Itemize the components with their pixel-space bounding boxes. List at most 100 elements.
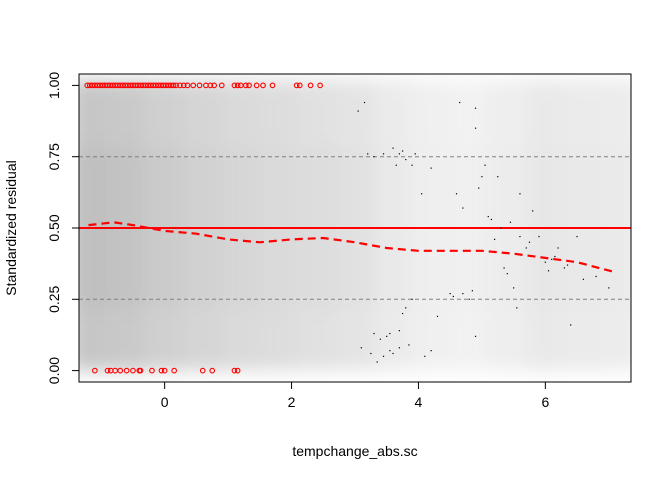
data-point bbox=[401, 150, 404, 152]
data-point bbox=[544, 261, 546, 263]
outlier-point bbox=[173, 82, 179, 89]
data-point bbox=[389, 350, 391, 352]
data-point bbox=[373, 156, 375, 158]
density-cell bbox=[335, 79, 375, 149]
data-point bbox=[401, 312, 404, 315]
density-cell bbox=[602, 79, 631, 149]
data-point bbox=[528, 241, 531, 243]
outlier-point bbox=[260, 82, 266, 89]
outlier-point bbox=[117, 367, 124, 374]
data-point bbox=[468, 298, 470, 300]
density-cell bbox=[297, 79, 336, 149]
density-cell bbox=[488, 79, 527, 149]
outlier-point bbox=[137, 367, 144, 374]
data-point bbox=[474, 107, 477, 109]
data-point bbox=[497, 176, 499, 178]
reference-lines bbox=[79, 156, 631, 300]
data-point bbox=[474, 335, 477, 337]
outlier-point bbox=[184, 82, 191, 89]
outlier-markers bbox=[84, 82, 323, 374]
data-point bbox=[532, 210, 534, 212]
outlier-point bbox=[317, 82, 323, 89]
density-cell bbox=[107, 307, 146, 371]
data-point bbox=[595, 275, 597, 278]
outlier-point bbox=[246, 82, 252, 89]
data-point bbox=[382, 153, 385, 155]
density-cell bbox=[107, 79, 146, 149]
density-cell bbox=[221, 79, 260, 149]
density-cell bbox=[183, 79, 222, 149]
y-tick-label: 0.00 bbox=[46, 357, 62, 384]
outlier-point bbox=[171, 367, 178, 374]
density-background bbox=[79, 79, 631, 371]
data-point bbox=[484, 164, 486, 166]
density-cell bbox=[450, 79, 489, 149]
density-cell bbox=[412, 79, 451, 149]
data-point bbox=[398, 347, 401, 349]
y-axis: 0.00 0.25 0.50 0.75 1.00 bbox=[46, 72, 80, 384]
data-point bbox=[525, 247, 527, 249]
x-tick-label: 0 bbox=[161, 394, 169, 410]
data-point bbox=[554, 255, 556, 258]
data-point bbox=[478, 187, 480, 189]
data-point bbox=[408, 344, 410, 346]
data-point bbox=[363, 101, 366, 104]
data-point bbox=[392, 352, 394, 355]
outlier-point bbox=[218, 82, 225, 89]
data-point bbox=[462, 207, 464, 209]
data-point bbox=[519, 193, 521, 195]
data-point bbox=[430, 167, 432, 169]
data-point bbox=[547, 270, 550, 272]
data-point bbox=[513, 287, 515, 289]
y-axis-label: Standardized residual bbox=[3, 160, 19, 295]
data-point bbox=[563, 267, 565, 269]
data-point bbox=[608, 287, 610, 289]
outlier-point bbox=[209, 367, 216, 374]
density-cell bbox=[412, 307, 451, 371]
data-point bbox=[367, 153, 369, 155]
outlier-point bbox=[307, 82, 314, 89]
outlier-point bbox=[130, 367, 136, 374]
density-cell bbox=[602, 307, 631, 371]
outlier-point bbox=[211, 82, 217, 89]
outlier-point bbox=[199, 367, 206, 374]
data-point bbox=[392, 147, 394, 149]
outlier-point bbox=[92, 367, 98, 374]
outlier-point bbox=[161, 367, 168, 374]
density-cell bbox=[145, 79, 184, 149]
data-point bbox=[551, 258, 553, 260]
density-cell bbox=[145, 307, 184, 371]
data-point bbox=[373, 332, 375, 335]
data-point bbox=[582, 278, 585, 280]
data-point bbox=[360, 347, 362, 349]
outlier-point bbox=[190, 82, 197, 89]
data-point bbox=[452, 295, 454, 298]
data-point bbox=[405, 307, 407, 309]
x-axis: 0 2 4 6 bbox=[161, 381, 549, 410]
density-cell bbox=[79, 79, 108, 149]
data-point bbox=[471, 290, 473, 292]
data-point bbox=[424, 355, 426, 357]
outlier-point bbox=[149, 367, 155, 374]
data-point bbox=[500, 227, 502, 229]
density-cell bbox=[183, 307, 222, 371]
data-point bbox=[414, 153, 416, 155]
data-point bbox=[493, 238, 496, 241]
outlier-point bbox=[234, 367, 241, 374]
data-point bbox=[519, 235, 521, 238]
density-cell bbox=[221, 307, 260, 371]
outlier-point bbox=[170, 82, 177, 89]
outlier-point bbox=[207, 82, 214, 89]
data-point bbox=[459, 101, 461, 104]
data-point bbox=[449, 292, 451, 295]
data-point bbox=[389, 332, 391, 335]
y-tick-label: 0.75 bbox=[46, 143, 62, 170]
y-tick-label: 0.50 bbox=[46, 214, 62, 241]
density-cell bbox=[564, 307, 603, 371]
outlier-point bbox=[123, 367, 130, 374]
data-point bbox=[503, 267, 505, 269]
outlier-point bbox=[296, 82, 303, 89]
density-cell bbox=[79, 307, 108, 371]
density-cell bbox=[526, 307, 565, 371]
data-point bbox=[411, 298, 413, 300]
